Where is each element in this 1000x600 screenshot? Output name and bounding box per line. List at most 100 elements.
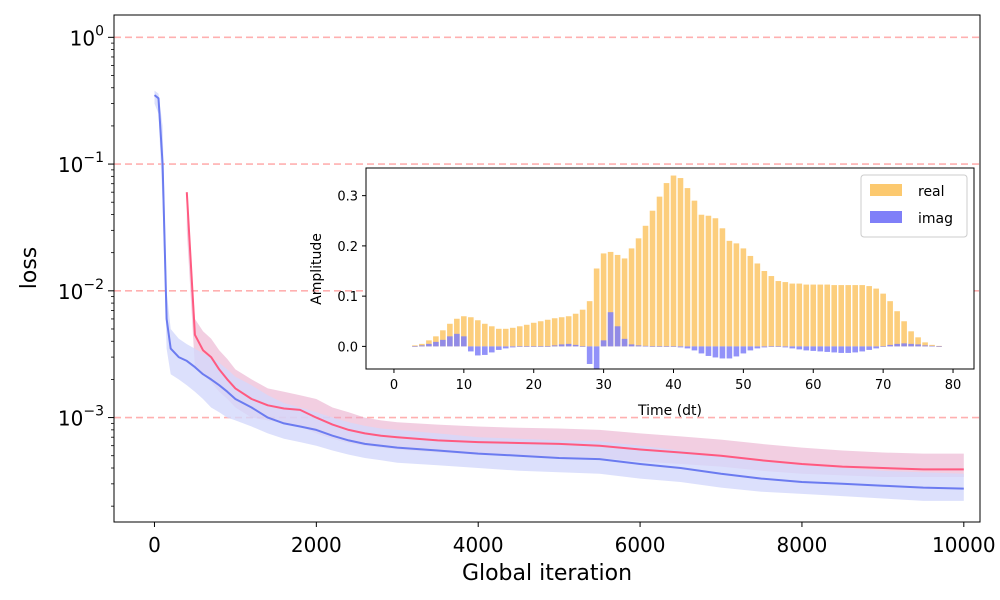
bar-real <box>502 328 509 347</box>
bar-imag <box>712 346 719 358</box>
smoothed-loss-line-1 <box>153 94 964 490</box>
bar-real <box>468 317 474 347</box>
bar-imag <box>768 346 775 347</box>
bar-real <box>426 340 432 347</box>
bar-real <box>726 240 733 347</box>
inset-y-tick-label: 0.3 <box>337 190 358 205</box>
bar-real <box>593 268 600 347</box>
bar-imag <box>684 346 691 349</box>
bar-imag <box>579 346 586 347</box>
bar-real <box>628 248 635 347</box>
bar-imag <box>831 346 838 353</box>
bar-imag <box>642 345 649 347</box>
bar-real <box>447 323 453 347</box>
inset-x-tick-label: 70 <box>875 378 892 393</box>
inset-y-tick-label: 0.1 <box>337 290 358 305</box>
x-tick-label: 10000 <box>932 533 996 557</box>
bar-real <box>712 218 719 347</box>
bar-real <box>691 200 698 347</box>
y-axis-ticks: 100 10−1 10−2 10−3 <box>58 23 114 507</box>
bar-real <box>705 215 712 347</box>
inset-x-tick-label: 30 <box>595 378 612 393</box>
bar-real <box>572 313 579 347</box>
bar-imag <box>419 345 425 347</box>
bar-imag <box>544 346 551 347</box>
bar-real <box>915 337 921 347</box>
bar-real <box>670 175 677 347</box>
bar-imag <box>922 345 928 347</box>
inset-x-tick-label: 0 <box>390 378 398 393</box>
bar-imag <box>558 344 565 347</box>
bar-imag <box>775 346 782 347</box>
bar-real <box>845 285 851 347</box>
bar-imag <box>845 346 851 353</box>
bar-imag <box>824 346 831 352</box>
bar-real <box>747 255 754 347</box>
inset-plot-area: 0 10 20 30 40 50 60 70 80 0.0 0.1 0.2 0.3 Time (dt)… <box>309 167 975 419</box>
bar-imag <box>838 346 845 353</box>
legend-swatch-real <box>870 184 902 196</box>
bar-imag <box>475 346 481 356</box>
bar-real <box>733 243 740 347</box>
inset-x-tick-label: 50 <box>735 378 752 393</box>
inset-x-axis-label: Time (dt) <box>637 403 702 419</box>
x-tick-label: 2000 <box>291 533 342 557</box>
bar-real <box>482 323 488 347</box>
x-tick-label: 0 <box>148 533 161 557</box>
bar-real <box>880 293 886 347</box>
bar-real <box>768 276 775 347</box>
bar-real <box>873 288 879 347</box>
bar-imag <box>754 346 761 349</box>
bar-real <box>698 214 705 347</box>
bar-real <box>412 345 418 347</box>
bar-imag <box>537 346 544 347</box>
legend-label-imag: imag <box>918 211 953 227</box>
bar-imag <box>873 346 879 349</box>
x-tick-label: 6000 <box>615 533 666 557</box>
inset-y-axis-label: Amplitude <box>309 233 325 305</box>
bar-real <box>635 238 642 347</box>
bar-real <box>831 285 838 347</box>
bar-imag <box>495 346 502 350</box>
bar-imag <box>908 343 914 347</box>
legend-label-real: real <box>918 184 945 200</box>
bar-real <box>922 342 928 347</box>
bar-imag <box>719 346 726 359</box>
bar-imag <box>523 346 530 347</box>
legend-swatch-imag <box>870 211 902 223</box>
bar-real <box>852 285 858 347</box>
inset-x-axis-ticks: 0 10 20 30 40 50 60 70 80 <box>390 369 961 393</box>
smoothed-loss-line-0 <box>185 192 964 471</box>
bar-real <box>859 285 865 347</box>
inset-y-tick-label: 0.0 <box>337 340 358 355</box>
bar-real <box>433 336 439 347</box>
bar-real <box>908 331 914 347</box>
bar-imag <box>426 343 432 347</box>
bar-imag <box>747 346 754 351</box>
y-tick-label: 100 <box>70 23 104 50</box>
bar-imag <box>649 346 656 347</box>
bar-real <box>838 285 845 347</box>
bar-imag <box>894 343 900 347</box>
inset-x-tick-label: 40 <box>665 378 682 393</box>
bar-imag <box>761 346 768 348</box>
bar-real <box>810 284 817 347</box>
bar-real <box>544 319 551 347</box>
bar-real <box>537 321 544 347</box>
inset-bars <box>412 175 942 369</box>
bar-real <box>551 318 558 347</box>
bar-imag <box>929 345 935 347</box>
bar-real <box>754 263 761 347</box>
bar-imag <box>880 346 886 347</box>
bar-imag <box>454 333 460 347</box>
bar-real <box>579 309 586 347</box>
y-axis-label: loss <box>17 247 42 290</box>
bar-imag <box>489 346 495 353</box>
bar-imag <box>412 346 418 347</box>
bar-imag <box>635 345 642 347</box>
main-plot-frame <box>113 14 981 523</box>
bar-real <box>642 225 649 347</box>
inset-x-tick-label: 80 <box>945 378 962 393</box>
bar-imag <box>796 346 803 350</box>
bar-real <box>887 301 893 347</box>
